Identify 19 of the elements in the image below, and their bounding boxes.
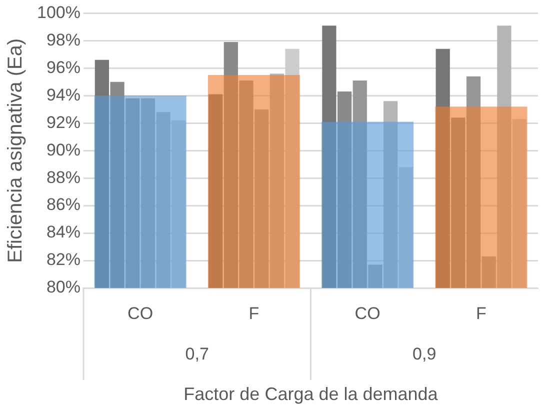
y-tick-label: 94%	[46, 85, 80, 104]
y-tick-label: 86%	[46, 195, 80, 214]
x-tick-label: F	[248, 304, 260, 323]
y-tick-label: 98%	[46, 30, 80, 50]
y-axis-title: Eficiencia asignativa (Ea)	[4, 38, 27, 263]
x-tick-label: CO	[354, 304, 380, 323]
x-axis-title: Factor de Carga de la demanda	[184, 384, 439, 404]
y-tick-label: 92%	[46, 112, 80, 132]
y-tick-label: 84%	[46, 222, 80, 242]
y-tick-label: 100%	[36, 2, 80, 22]
y-tick-label: 82%	[46, 250, 80, 270]
x-tick-label: CO	[128, 304, 154, 323]
y-tick-label: 90%	[46, 140, 80, 160]
y-tick-label: 80%	[46, 278, 80, 297]
text: 0,9	[412, 344, 436, 364]
y-tick-label: 88%	[46, 168, 80, 187]
y-tick-label: 96%	[46, 58, 80, 77]
text: 0,7	[185, 344, 209, 364]
x-tick-label: F	[476, 304, 486, 323]
